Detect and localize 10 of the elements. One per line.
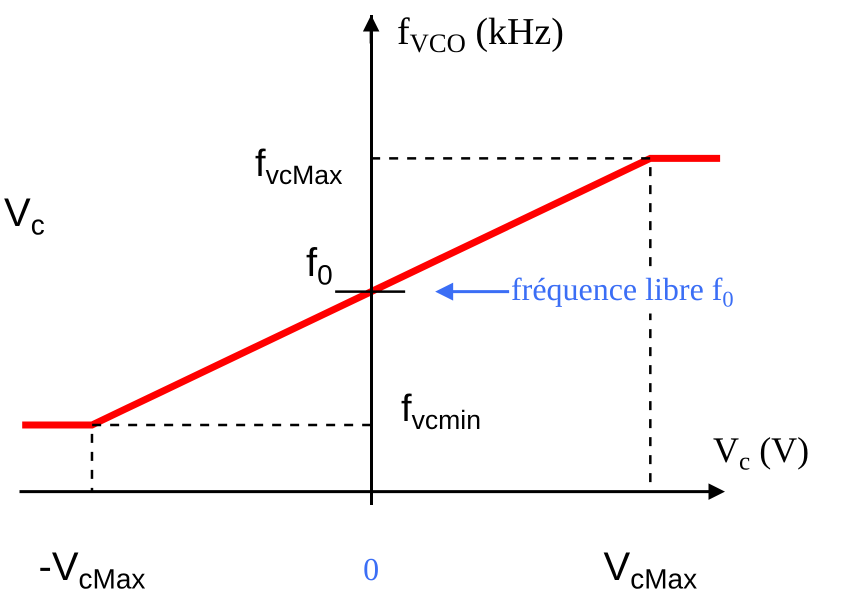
x-tick-label: -V$_{cMax}$ <box>38 545 146 594</box>
x-tick-label: V$_{cMax}$ <box>604 545 698 594</box>
annotation: fréquence libre f$_{0}$ <box>511 271 734 312</box>
annotation: f$_{vcMax}$ <box>255 143 344 190</box>
annotation: f$_{0}$ <box>306 241 333 290</box>
annotation: f$_{vcmin}$ <box>401 388 482 435</box>
annotation: V$_{c}$ <box>4 191 45 240</box>
x-tick-label: 0 <box>363 551 380 587</box>
y-axis-title: f$_{VCO}$ (kHz) <box>397 11 564 58</box>
x-axis-title: V$_{c}$ (V) <box>713 430 810 476</box>
